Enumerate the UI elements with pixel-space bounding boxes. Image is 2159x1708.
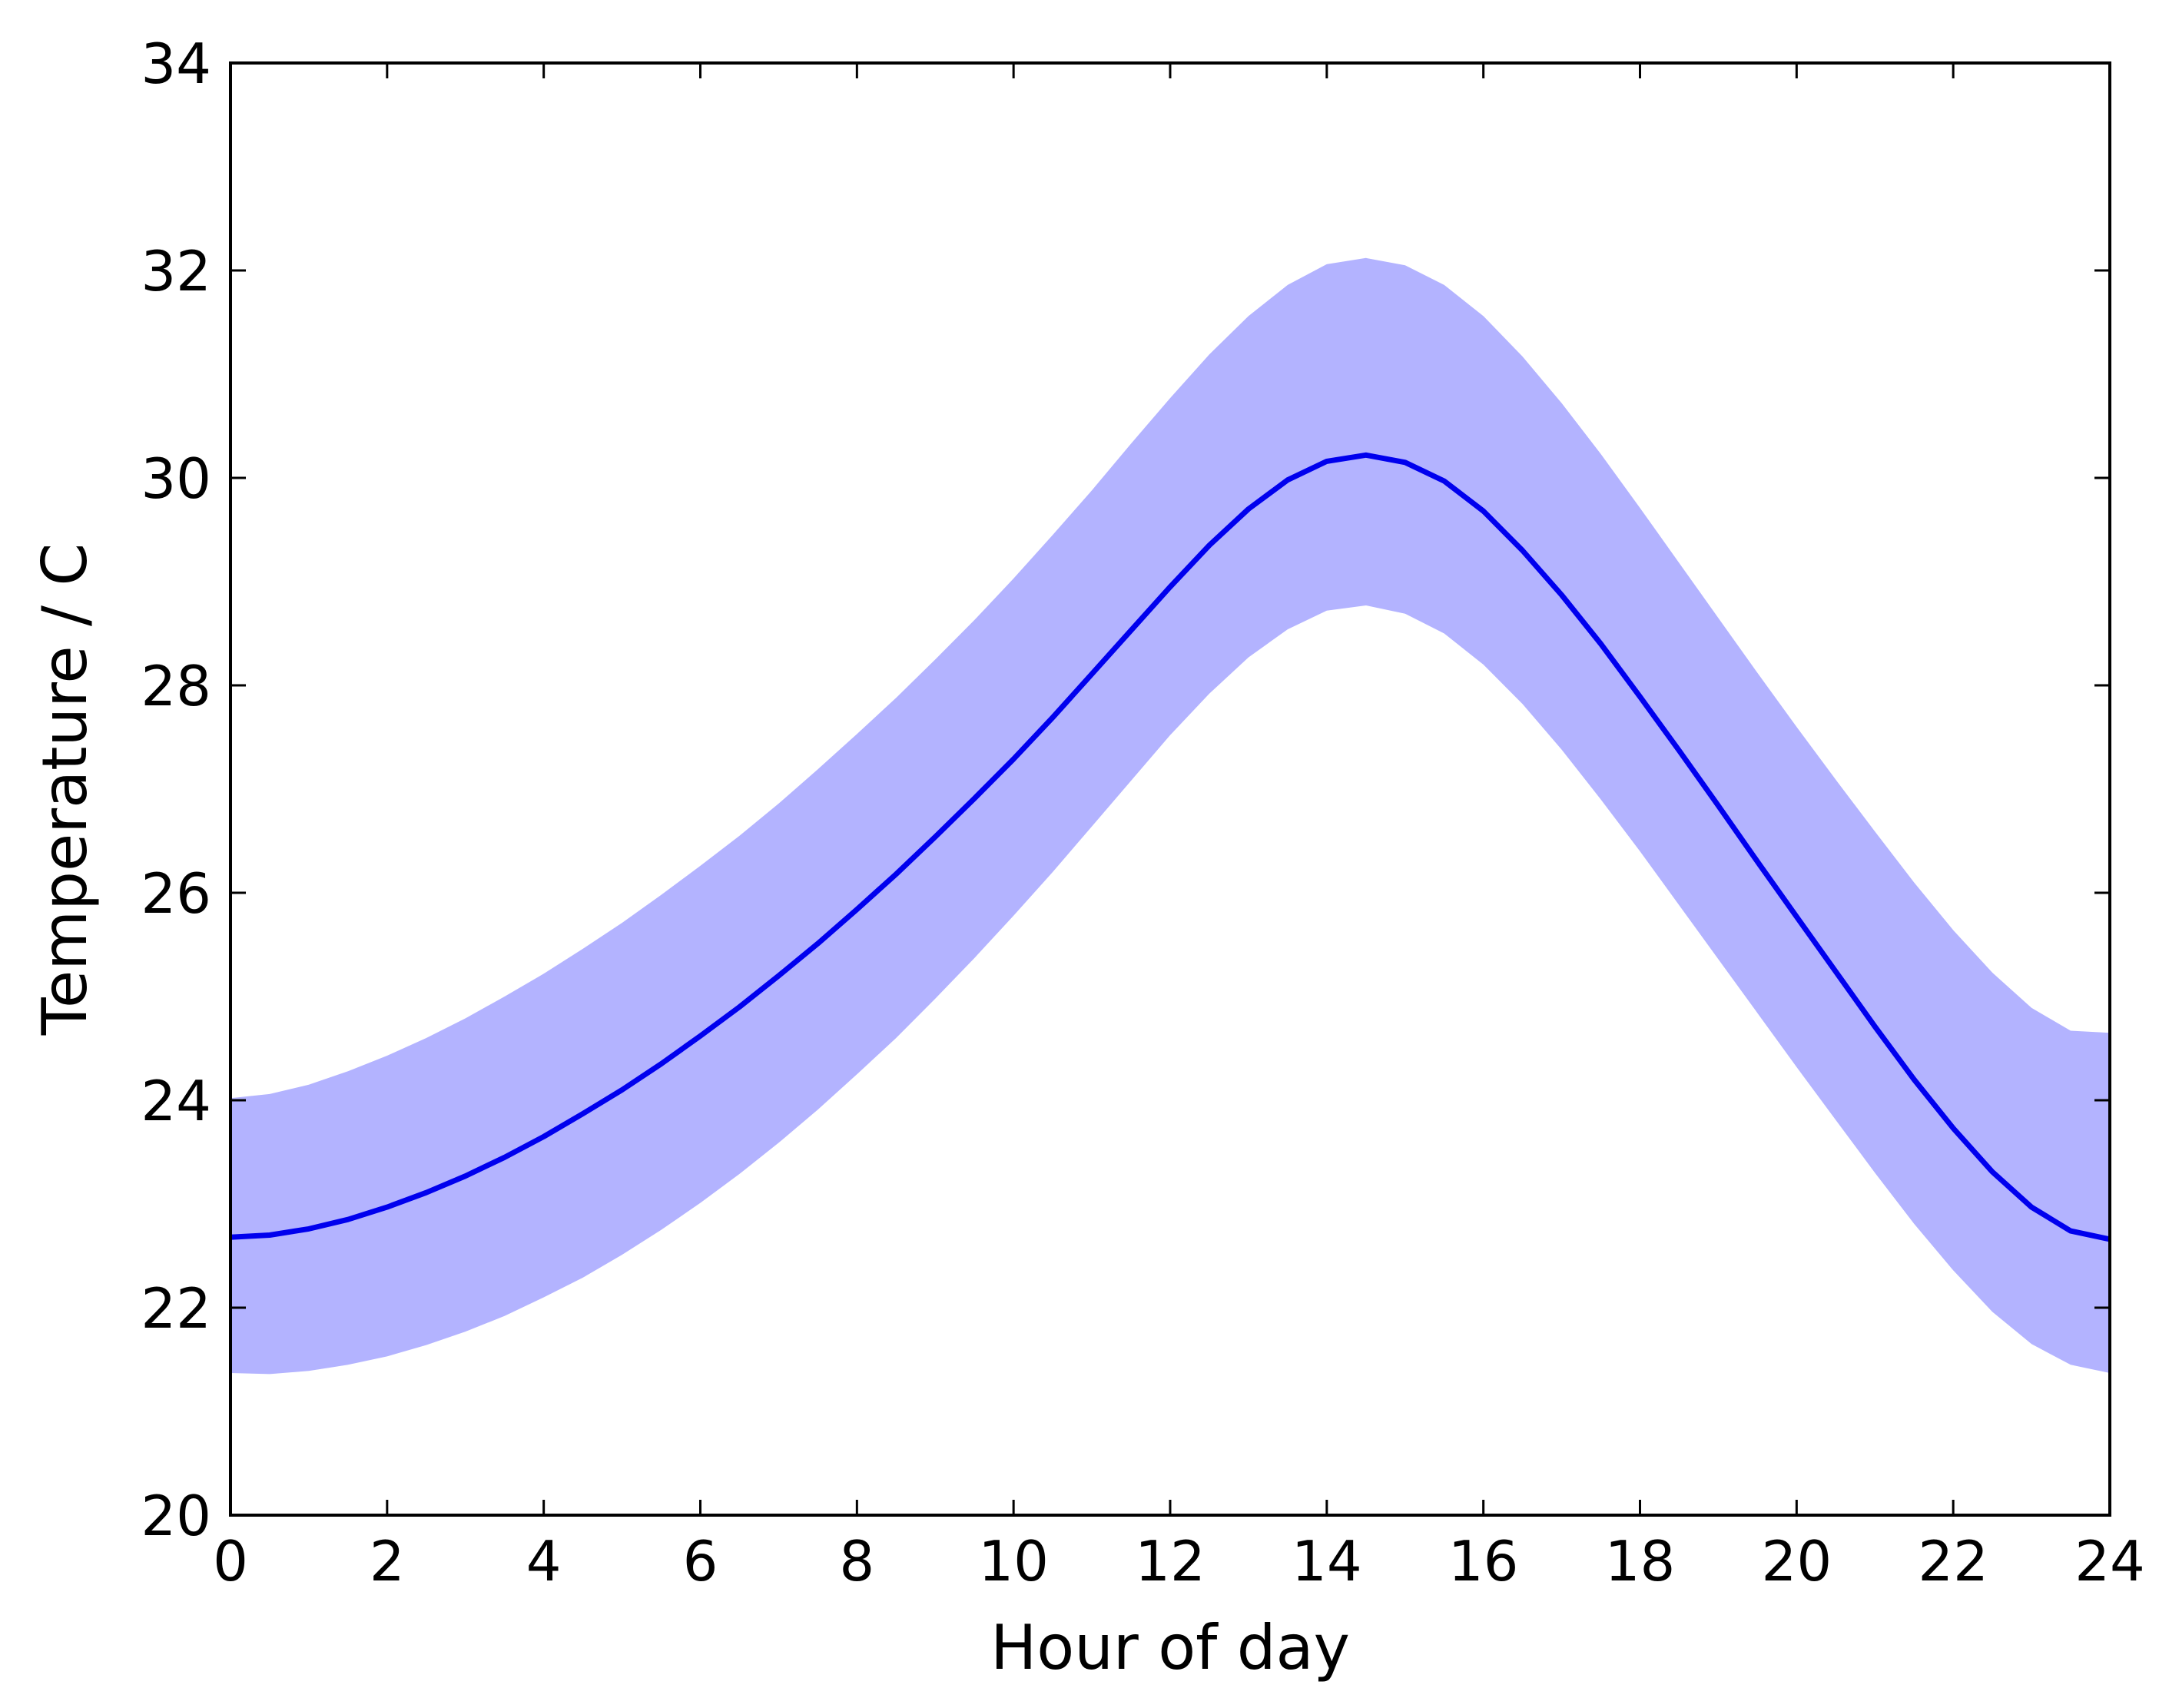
y-tick-label: 24 [141, 1069, 211, 1133]
x-tick-label: 18 [1605, 1529, 1676, 1594]
x-tick-label: 24 [2074, 1529, 2145, 1594]
x-tick-label: 14 [1292, 1529, 1362, 1594]
x-tick-label: 10 [978, 1529, 1049, 1594]
mean-temperature-line [230, 452, 2111, 1242]
y-axis-label: Temperature / C [29, 543, 101, 1036]
x-tick-label: 0 [213, 1529, 248, 1594]
x-tick-label: 22 [1918, 1529, 1988, 1594]
y-tick-label: 34 [141, 32, 211, 96]
x-tick-label: 12 [1135, 1529, 1206, 1594]
confidence-band [230, 257, 2110, 1375]
x-tick-label: 20 [1762, 1529, 1832, 1594]
y-tick-label: 28 [141, 654, 211, 718]
x-tick-label: 8 [839, 1529, 874, 1594]
x-tick-label: 16 [1448, 1529, 1519, 1594]
y-tick-label: 32 [141, 239, 211, 303]
x-tick-label: 6 [683, 1529, 718, 1594]
y-tick-label: 26 [141, 861, 211, 926]
y-axis-ticks: 20 22 24 26 28 30 32 34 [141, 32, 2110, 1548]
confidence-band-layer [230, 257, 2110, 1375]
x-axis-ticks: 0 2 4 6 8 10 12 14 16 18 20 22 24 [213, 63, 2145, 1594]
y-tick-label: 30 [141, 446, 211, 511]
y-tick-label: 20 [141, 1484, 211, 1548]
x-axis-label: Hour of day [990, 1612, 1350, 1683]
mean-line-layer [230, 452, 2111, 1242]
y-tick-label: 22 [141, 1276, 211, 1341]
x-tick-label: 4 [526, 1529, 562, 1594]
x-tick-label: 2 [370, 1529, 405, 1594]
